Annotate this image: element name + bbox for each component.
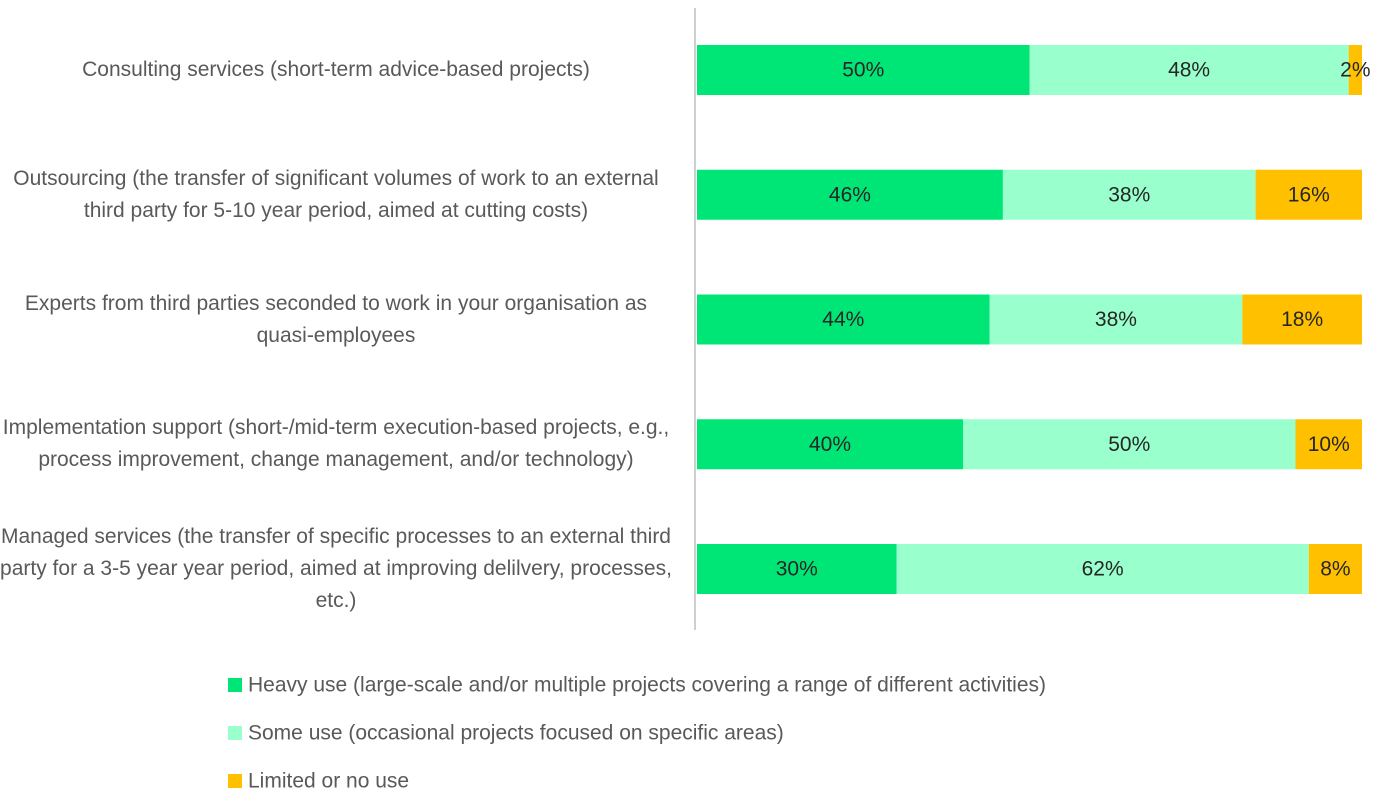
data-label: 46% (829, 183, 871, 206)
data-label: 30% (776, 558, 818, 581)
legend-label: Heavy use (large-scale and/or multiple p… (248, 674, 1046, 697)
bar-segment (896, 544, 1309, 594)
data-label: 50% (842, 59, 884, 82)
category-label: Experts from third parties seconded to w… (24, 291, 648, 347)
data-label: 38% (1108, 183, 1150, 206)
legend-swatch (228, 726, 242, 740)
data-label: 44% (822, 308, 864, 331)
data-label: 16% (1288, 183, 1330, 206)
bar-segment (1255, 169, 1362, 220)
data-label: 50% (1108, 433, 1150, 456)
bar-segment (697, 419, 963, 470)
data-label: 38% (1095, 308, 1137, 331)
bar-segment (1348, 45, 1362, 95)
bar-segment (697, 544, 897, 594)
bar-segment (1308, 544, 1362, 594)
legend-swatch (228, 774, 242, 788)
bar-segment (1295, 419, 1362, 470)
data-label: 62% (1082, 558, 1124, 581)
bar-segment (1002, 169, 1256, 220)
legend-swatch (228, 678, 242, 692)
data-label: 18% (1281, 308, 1323, 331)
bar-segment (1242, 294, 1362, 345)
bar-segment (989, 294, 1243, 345)
data-label: 2% (1340, 59, 1370, 82)
category-label: Consulting services (short-term advice-b… (82, 58, 590, 81)
bar-segment (963, 419, 1296, 470)
data-label: 48% (1168, 59, 1210, 82)
bar-segment (697, 169, 1003, 220)
category-label: Managed services (the transfer of specif… (0, 525, 672, 612)
data-label: 8% (1320, 558, 1350, 581)
data-label: 10% (1308, 433, 1350, 456)
bar-segment (697, 45, 1030, 95)
bar-segment (697, 294, 990, 345)
legend-label: Limited or no use (248, 770, 409, 791)
category-label: Outsourcing (the transfer of significant… (13, 166, 659, 222)
legend-label: Some use (occasional projects focused on… (248, 722, 784, 745)
bar-segment (1029, 45, 1349, 95)
data-label: 40% (809, 433, 851, 456)
category-label: Implementation support (short-/mid-term … (2, 416, 670, 472)
